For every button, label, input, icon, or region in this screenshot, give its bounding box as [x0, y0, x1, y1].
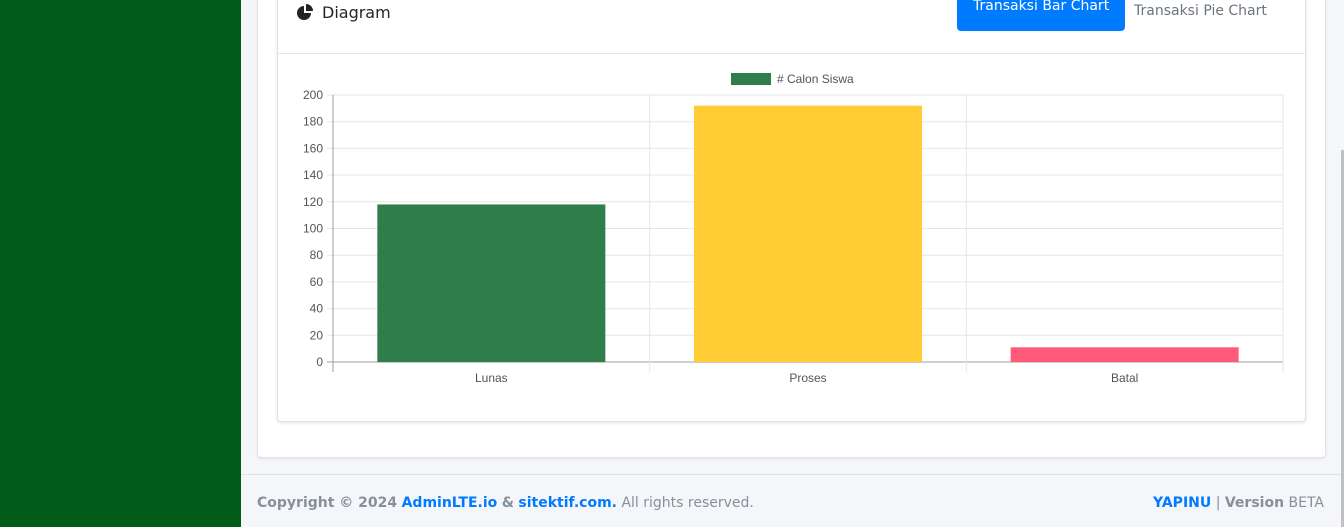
y-tick-label: 40: [310, 302, 324, 316]
copyright-text: Copyright © 2024: [257, 495, 398, 511]
x-tick-label: Lunas: [475, 371, 508, 385]
scrollbar[interactable]: [1341, 150, 1344, 527]
y-tick-label: 180: [303, 115, 323, 129]
rights-text: All rights reserved.: [621, 495, 754, 511]
brand-link[interactable]: YAPINU: [1153, 495, 1212, 511]
version-label: Version: [1224, 495, 1285, 511]
y-tick-label: 140: [303, 168, 323, 182]
bar-proses: [694, 105, 922, 363]
tab-pie-chart[interactable]: Transaksi Pie Chart: [1134, 3, 1267, 19]
y-tick-label: 20: [310, 328, 324, 342]
sitektif-link[interactable]: sitektif.com.: [518, 495, 617, 511]
y-tick-label: 100: [303, 222, 323, 236]
y-tick-label: 200: [303, 88, 323, 102]
y-tick-label: 0: [316, 355, 323, 369]
footer-version: YAPINU | Version BETA: [1153, 495, 1324, 511]
main-content: Diagram Transaksi Bar Chart Transaksi Pi…: [241, 0, 1344, 527]
footer-copyright: Copyright © 2024 AdminLTE.io & sitektif.…: [257, 495, 754, 511]
y-tick-label: 120: [303, 195, 323, 209]
chart-pie-icon: [296, 3, 314, 22]
x-tick-label: Batal: [1111, 371, 1138, 385]
amp-text: &: [501, 495, 514, 511]
legend-label: # Calon Siswa: [777, 72, 854, 86]
y-tick-label: 60: [310, 275, 324, 289]
footer: Copyright © 2024 AdminLTE.io & sitektif.…: [241, 474, 1344, 527]
y-tick-label: 80: [310, 248, 324, 262]
card-title-text: Diagram: [322, 3, 391, 22]
diagram-card: Diagram Transaksi Bar Chart Transaksi Pi…: [277, 0, 1306, 422]
bar-batal: [1010, 347, 1239, 362]
version-value: BETA: [1288, 495, 1325, 511]
sidebar: [0, 0, 241, 527]
tab-bar-chart[interactable]: Transaksi Bar Chart: [957, 0, 1126, 31]
y-tick-label: 160: [303, 141, 323, 155]
card-header: Diagram Transaksi Bar Chart Transaksi Pi…: [278, 0, 1305, 54]
legend-swatch: [731, 73, 771, 85]
bar-lunas: [377, 204, 606, 362]
chart-area: 0 20 40 60 80 100 120 140 160 180 200 Lunas Proses Ba…: [278, 55, 1307, 415]
adminlte-link[interactable]: AdminLTE.io: [401, 495, 498, 511]
separator: |: [1215, 495, 1221, 511]
card-title: Diagram: [296, 3, 391, 22]
bar-chart: 0 20 40 60 80 100 120 140 160 180 200 Lunas Proses Ba…: [303, 72, 1284, 385]
x-tick-label: Proses: [789, 371, 826, 385]
